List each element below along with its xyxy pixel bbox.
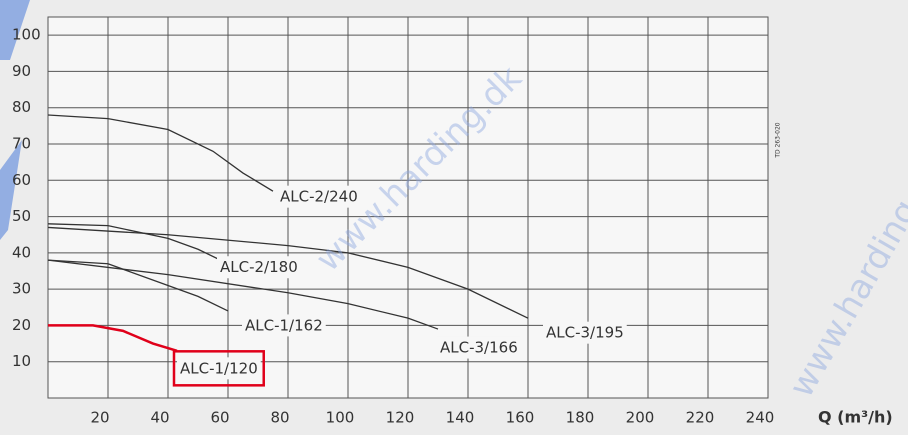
y-tick-label: 50 xyxy=(12,207,31,225)
x-tick-label: 60 xyxy=(210,409,229,427)
x-tick-label: 120 xyxy=(386,409,415,427)
x-tick-label: 140 xyxy=(446,409,475,427)
label-background xyxy=(217,256,301,279)
x-tick-label: 40 xyxy=(150,409,169,427)
curves xyxy=(47,114,529,353)
x-tick-label: 220 xyxy=(686,409,715,427)
x-tick-label: 80 xyxy=(270,409,289,427)
curve xyxy=(47,223,229,265)
y-tick-label: 70 xyxy=(12,135,31,153)
y-tick-label: 20 xyxy=(12,316,31,334)
curve-labels: ALC-2/240 ALC-2/180 ALC-3/195 ALC-1/162 ALC-… xyxy=(172,185,627,387)
label-background xyxy=(177,357,261,380)
drawing-code: TD 263-020 xyxy=(775,122,782,158)
curve-label: ALC-1/162 xyxy=(245,316,323,334)
grid: 10 20 30 40 50 60 70 80 90 100 20 40 60 80 100 120 140 16… xyxy=(12,16,775,427)
y-tick-label: 90 xyxy=(12,62,31,80)
x-tick-label: 240 xyxy=(746,409,775,427)
curve xyxy=(47,259,229,312)
x-tick-label: 100 xyxy=(326,409,355,427)
label-background xyxy=(437,336,521,359)
y-tick-label: 10 xyxy=(12,352,31,370)
curve-label: ALC-3/195 xyxy=(546,324,624,342)
x-tick-label: 200 xyxy=(626,409,655,427)
x-tick-label: 160 xyxy=(506,409,535,427)
decor xyxy=(0,0,30,60)
curve-label: ALC-2/180 xyxy=(220,258,298,276)
x-tick-label: 180 xyxy=(566,409,595,427)
curve xyxy=(47,114,274,192)
y-tick-label: 100 xyxy=(12,26,41,44)
y-tick-label: 80 xyxy=(12,98,31,116)
curve xyxy=(47,226,529,319)
highlight-box xyxy=(172,350,265,387)
curve-label: ALC-2/240 xyxy=(280,188,358,206)
y-tick-label: 40 xyxy=(12,243,31,261)
x-tick-label: 20 xyxy=(90,409,109,427)
curve-label: ALC-1/120 xyxy=(180,359,258,377)
y-tick-label: 60 xyxy=(12,171,31,189)
decor xyxy=(0,140,22,240)
label-background xyxy=(242,314,326,337)
curve xyxy=(48,324,178,353)
curve-label: ALC-3/166 xyxy=(440,339,518,357)
x-axis-label: Q (m³/h) xyxy=(818,408,893,427)
label-background xyxy=(543,321,627,344)
label-background xyxy=(277,185,361,208)
y-tick-label: 30 xyxy=(12,280,31,298)
curve xyxy=(47,259,439,330)
